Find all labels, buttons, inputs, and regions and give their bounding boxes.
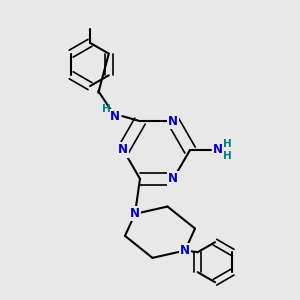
- Text: H: H: [223, 151, 232, 161]
- Text: N: N: [213, 143, 223, 157]
- Text: H: H: [102, 104, 111, 114]
- Text: N: N: [110, 110, 120, 123]
- Text: N: N: [180, 244, 190, 257]
- Text: N: N: [168, 115, 178, 128]
- Text: N: N: [130, 207, 140, 220]
- Text: N: N: [168, 172, 178, 185]
- Text: N: N: [118, 143, 128, 157]
- Text: H: H: [223, 139, 232, 149]
